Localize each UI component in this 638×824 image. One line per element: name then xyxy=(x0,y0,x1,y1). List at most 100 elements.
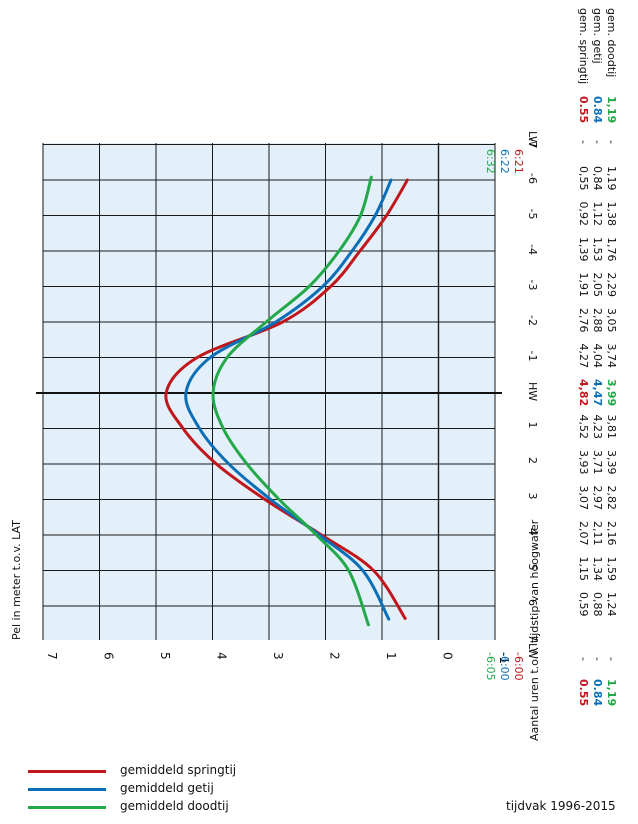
table-cell: 3,93 xyxy=(577,450,590,475)
series-line xyxy=(211,175,373,627)
table-cell: - xyxy=(605,657,618,661)
table-cell: 3,05 xyxy=(605,308,618,333)
x-tick-label: -4 xyxy=(526,244,539,255)
table-cell: 1,38 xyxy=(605,202,618,227)
table-cell: 3,71 xyxy=(591,450,604,475)
table-column-header: gem. getij xyxy=(591,8,604,64)
table-cell: 1,15 xyxy=(577,557,590,582)
table-cell: 0,59 xyxy=(577,592,590,617)
series-group xyxy=(164,175,409,627)
table-cell: 1,19 xyxy=(605,96,618,123)
table-cell: 2,88 xyxy=(591,308,604,333)
table-cell: 2,11 xyxy=(591,521,604,546)
legend-label: gemiddeld doodtij xyxy=(120,799,229,813)
table-cell: 1,59 xyxy=(605,557,618,582)
table-cell: 0,92 xyxy=(577,202,590,227)
y-tick-label: 2 xyxy=(328,652,342,660)
table-cell: 2,16 xyxy=(605,521,618,546)
series-line xyxy=(184,178,393,621)
table-cell: 3,99 xyxy=(605,379,618,406)
x-tick-label: LW xyxy=(526,131,539,147)
time-label-start: -6:05 xyxy=(484,652,497,681)
table-cell: 1,12 xyxy=(591,202,604,227)
table-cell: 0.84 xyxy=(591,679,604,706)
table-cell: 3,39 xyxy=(605,450,618,475)
table-cell: - xyxy=(591,140,604,144)
time-label-start: -6:00 xyxy=(512,652,525,681)
time-label-end: 6:32 xyxy=(484,149,497,174)
table-column-header: gem. doodtij xyxy=(605,8,618,77)
legend-swatch xyxy=(28,788,106,791)
table-cell: - xyxy=(591,657,604,661)
x-axis-label: Aantal uren t.o.v. tijdstip van hoogwate… xyxy=(528,519,541,741)
data-table: 0.55 - 0,55 0,92 1,39 1,91 2,76 4,27 4,82 4,52 3,9… xyxy=(577,96,618,706)
table-cell: 2,07 xyxy=(577,521,590,546)
grid xyxy=(36,143,502,640)
table-cell: 4,52 xyxy=(577,415,590,440)
x-tick-label: 5 xyxy=(526,564,539,571)
x-tick-label: -2 xyxy=(526,315,539,326)
x-tick-label: -1 xyxy=(526,351,539,362)
table-cell: 1,19 xyxy=(605,166,618,191)
table-cell: 1,76 xyxy=(605,237,618,262)
table-cell: 1,91 xyxy=(577,273,590,298)
x-tick-label: 6 xyxy=(526,599,539,606)
table-cell: 0,55 xyxy=(577,166,590,191)
time-label-start: -6:00 xyxy=(498,652,511,681)
table-cell: 4,27 xyxy=(577,344,590,369)
table-cell: 0.55 xyxy=(577,96,590,123)
table-cell: 1,24 xyxy=(605,592,618,617)
x-tick-label: 2 xyxy=(526,457,539,464)
y-tick-label: 4 xyxy=(215,652,229,660)
y-tick-label: 7 xyxy=(45,652,59,660)
time-label-end: 6:21 xyxy=(512,149,525,174)
table-cell: - xyxy=(605,140,618,144)
table-cell: 2,97 xyxy=(591,486,604,511)
y-tick-label: 1 xyxy=(384,652,398,660)
time-label-end: 6:22 xyxy=(498,149,511,174)
x-tick-label: -7 xyxy=(526,138,539,149)
y-tick-label: 5 xyxy=(158,652,172,660)
table-cell: - xyxy=(577,657,590,661)
x-tick-label: -6 xyxy=(526,173,539,184)
table-cell: 4,23 xyxy=(591,415,604,440)
x-tick-label: 7 xyxy=(526,635,539,642)
table-cell: 3,81 xyxy=(605,415,618,440)
table-column-header: gem. springtij xyxy=(577,8,590,84)
table-cell: 0,88 xyxy=(591,592,604,617)
legend-swatch xyxy=(28,770,106,773)
x-tick-label: -3 xyxy=(526,280,539,291)
x-tick-label: HW xyxy=(526,382,539,401)
table-cell: 1,19 xyxy=(605,679,618,706)
y-axis-label: Pel in meter t.o.v. LAT xyxy=(10,520,23,640)
table-cell: 3,74 xyxy=(605,344,618,369)
legend-label: gemiddeld getij xyxy=(120,781,214,795)
time-labels: -6:00 6:21 -6:00 6:22 -6:05 6:32 xyxy=(484,149,525,681)
table-cell: 4,47 xyxy=(591,379,604,406)
table-cell: 2,76 xyxy=(577,308,590,333)
table-cell: 0,84 xyxy=(591,166,604,191)
table-cell: 1,34 xyxy=(591,557,604,582)
x-tick-label: 4 xyxy=(526,528,539,535)
x-tick-label: 1 xyxy=(526,422,539,429)
x-tick-label: -5 xyxy=(526,209,539,220)
table-cell: 1,53 xyxy=(591,237,604,262)
legend-label: gemiddeld springtij xyxy=(120,763,237,777)
period-label: tijdvak 1996-2015 xyxy=(506,799,616,813)
table-cell: 2,05 xyxy=(591,273,604,298)
table-cell: - xyxy=(577,140,590,144)
y-tick-label: -1 xyxy=(497,652,511,664)
table-headers: gem. springtij gem. getij gem. doodtij xyxy=(577,8,618,84)
y-tick-label: 6 xyxy=(102,652,116,660)
table-cell: 1,39 xyxy=(577,237,590,262)
table-cell: 4,82 xyxy=(577,379,590,406)
table-cell: 4,04 xyxy=(591,344,604,369)
x-tick-label: 3 xyxy=(526,493,539,500)
table-cell: 0.84 xyxy=(591,96,604,123)
x-tick-label: LW xyxy=(526,643,539,659)
y-tick-labels: 7 6 5 4 3 2 1 0 -1 xyxy=(45,652,511,664)
y-tick-label: 0 xyxy=(441,652,455,660)
y-tick-label: 3 xyxy=(271,652,285,660)
table-cell: 2,82 xyxy=(605,486,618,511)
